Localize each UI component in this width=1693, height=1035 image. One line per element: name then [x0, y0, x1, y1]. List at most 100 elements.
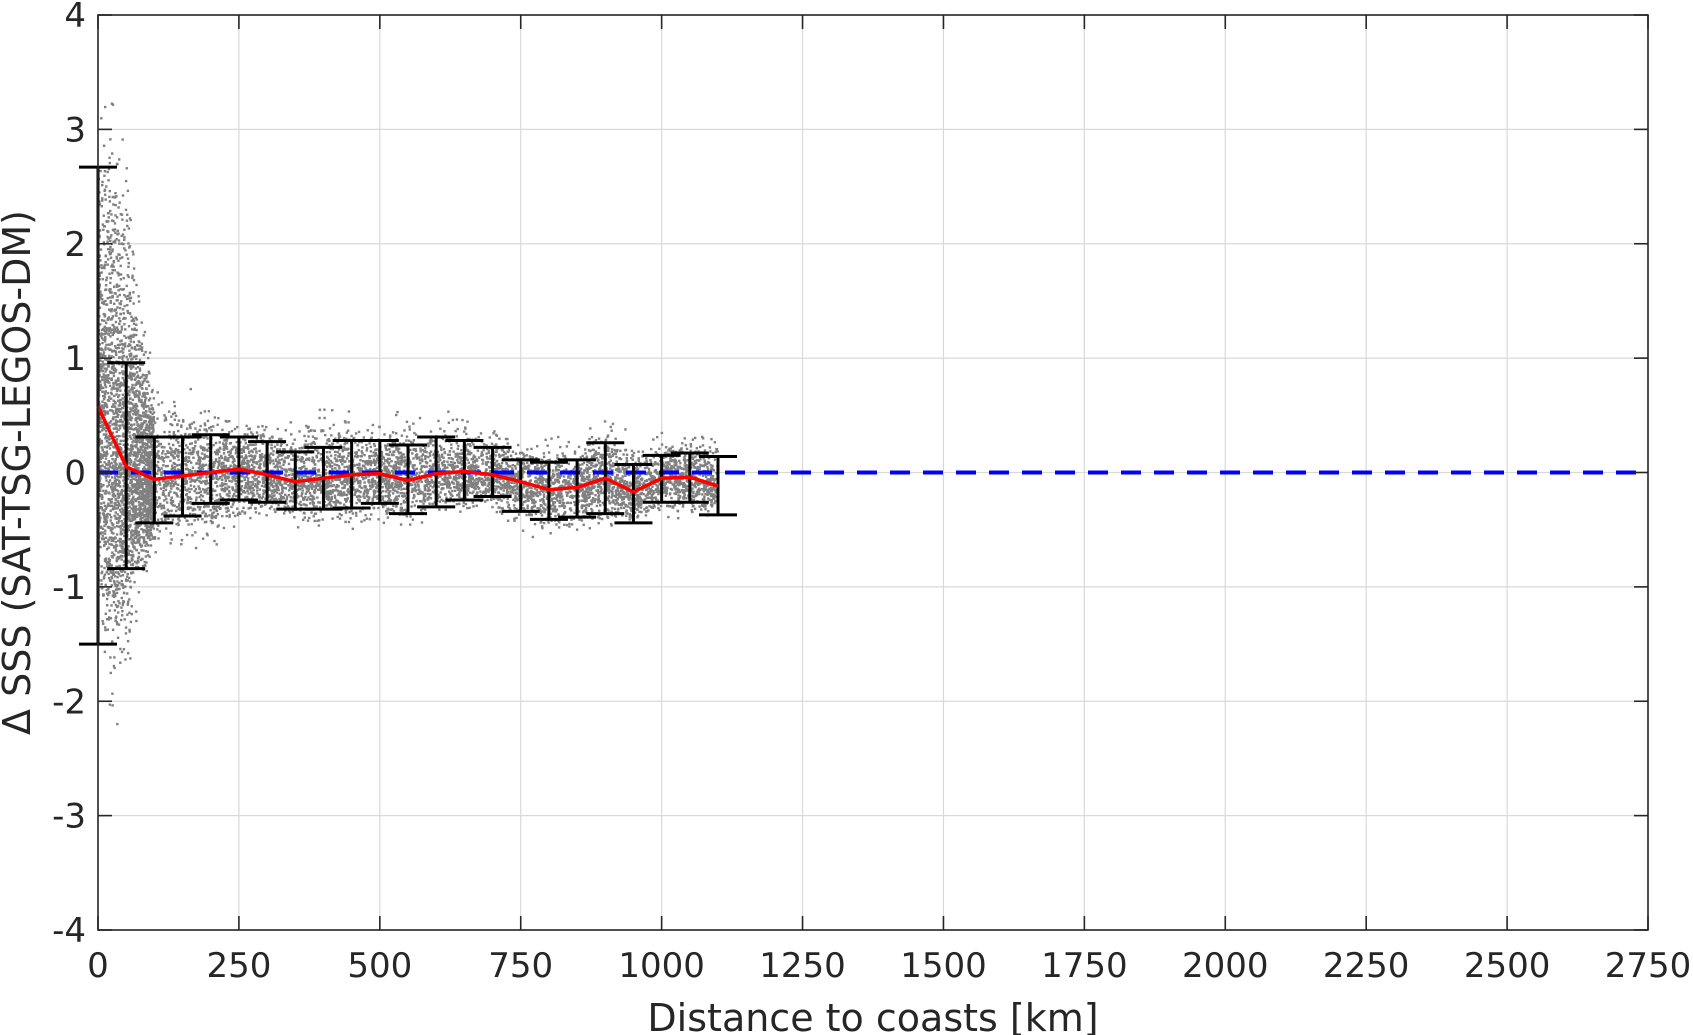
scatter-point — [109, 281, 112, 285]
scatter-point — [184, 462, 187, 466]
scatter-point — [132, 302, 135, 305]
scatter-point — [162, 486, 165, 490]
scatter-point — [254, 511, 258, 514]
scatter-point — [163, 446, 166, 449]
scatter-point — [214, 516, 217, 520]
scatter-point — [594, 453, 598, 456]
scatter-point — [591, 500, 594, 504]
scatter-point — [146, 380, 150, 384]
scatter-point — [587, 485, 590, 489]
scatter-point — [122, 379, 126, 382]
scatter-point — [212, 465, 215, 469]
scatter-point — [189, 497, 193, 501]
scatter-point — [253, 484, 257, 488]
scatter-point — [271, 497, 274, 500]
scatter-point — [550, 499, 554, 502]
scatter-point — [116, 470, 120, 473]
scatter-point — [110, 242, 114, 246]
scatter-point — [497, 463, 501, 466]
scatter-point — [134, 348, 138, 351]
scatter-point — [107, 422, 110, 426]
scatter-point — [109, 656, 112, 659]
scatter-point — [347, 491, 350, 494]
scatter-point — [461, 486, 464, 490]
scatter-point — [495, 467, 498, 470]
scatter-point — [525, 513, 528, 517]
scatter-point — [100, 446, 104, 449]
scatter-point — [139, 445, 142, 449]
scatter-point — [397, 456, 400, 460]
scatter-point — [446, 453, 450, 456]
scatter-point — [128, 393, 131, 397]
scatter-point — [187, 470, 191, 473]
scatter-point — [694, 494, 697, 498]
scatter-point — [528, 464, 531, 467]
scatter-point — [334, 503, 337, 507]
scatter-point — [121, 397, 124, 400]
scatter-point — [205, 520, 208, 524]
scatter-point — [130, 315, 133, 318]
scatter-point — [429, 484, 432, 487]
scatter-point — [395, 446, 398, 449]
scatter-point — [130, 416, 134, 420]
scatter-point — [398, 447, 401, 450]
scatter-point — [113, 239, 117, 242]
scatter-point — [614, 503, 617, 506]
scatter-point — [104, 321, 108, 325]
scatter-point — [142, 539, 146, 543]
scatter-point — [110, 476, 114, 479]
scatter-point — [572, 478, 575, 481]
scatter-point — [168, 451, 171, 454]
scatter-point — [399, 502, 403, 506]
scatter-point — [142, 509, 145, 512]
scatter-point — [263, 491, 266, 494]
scatter-point — [111, 387, 114, 390]
scatter-point — [132, 335, 135, 338]
scatter-point — [355, 501, 358, 505]
scatter-point — [534, 492, 537, 496]
scatter-point — [472, 486, 476, 490]
scatter-point — [129, 401, 133, 405]
scatter-point — [535, 491, 538, 495]
scatter-point — [246, 495, 249, 499]
scatter-point — [714, 488, 717, 492]
scatter-point — [470, 475, 473, 478]
scatter-point — [522, 493, 525, 496]
scatter-point — [491, 505, 494, 509]
scatter-point — [122, 443, 125, 447]
scatter-point — [671, 505, 674, 508]
scatter-point — [101, 456, 104, 459]
scatter-point — [459, 510, 462, 513]
scatter-point — [100, 205, 103, 208]
scatter-point — [124, 179, 128, 183]
scatter-point — [167, 451, 170, 455]
scatter-point — [125, 219, 129, 222]
scatter-point — [554, 514, 557, 518]
scatter-point — [439, 446, 443, 449]
scatter-point — [119, 264, 122, 268]
scatter-point — [447, 481, 450, 485]
scatter-point — [263, 465, 266, 468]
scatter-point — [177, 419, 181, 422]
scatter-point — [117, 420, 120, 423]
scatter-point — [484, 462, 488, 465]
scatter-point — [580, 519, 584, 522]
scatter-point — [102, 214, 105, 217]
scatter-point — [285, 443, 289, 447]
scatter-point — [601, 469, 604, 472]
scatter-point — [128, 246, 131, 249]
scatter-point — [101, 620, 104, 623]
scatter-point — [108, 272, 111, 275]
scatter-point — [297, 495, 300, 498]
scatter-point — [271, 453, 275, 456]
scatter-point — [621, 498, 624, 501]
scatter-point — [343, 442, 346, 446]
scatter-point — [172, 461, 175, 465]
scatter-point — [108, 200, 112, 203]
scatter-point — [138, 533, 141, 537]
scatter-point — [323, 504, 327, 507]
scatter-point — [574, 475, 577, 478]
scatter-point — [222, 445, 226, 448]
scatter-point — [122, 471, 125, 474]
scatter-point — [513, 519, 516, 522]
